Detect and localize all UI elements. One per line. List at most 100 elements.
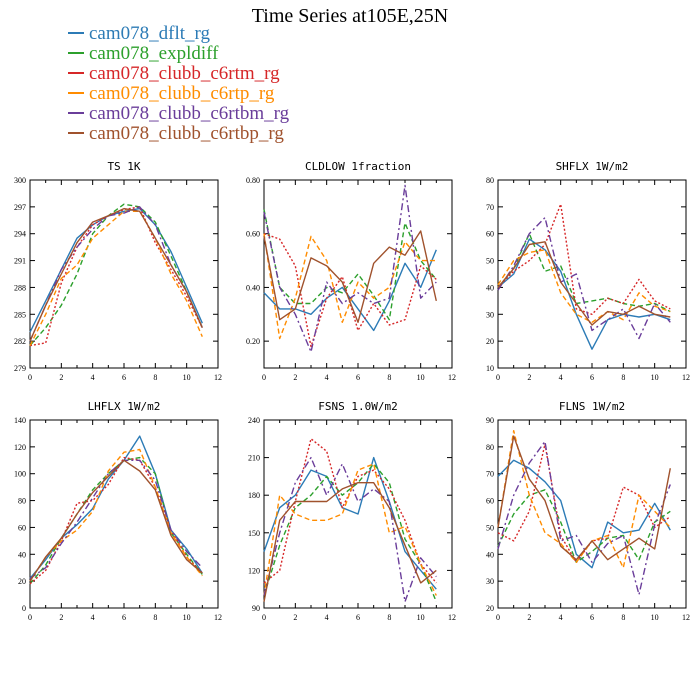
y-tick-label: 10	[486, 364, 494, 373]
panel-title: TS 1K	[107, 160, 140, 173]
series-line-cam078_clubb_c6rtbp_rg	[497, 435, 671, 561]
x-tick-label: 6	[122, 613, 126, 622]
y-tick-label: 40	[486, 283, 494, 292]
series-line-cam078_clubb_c6rtp_rg	[263, 463, 437, 596]
x-tick-label: 6	[356, 373, 360, 382]
x-tick-label: 12	[682, 613, 690, 622]
y-tick-label: 20	[486, 604, 494, 613]
series-line-cam078_clubb_c6rtbp_rg	[263, 482, 437, 602]
y-tick-label: 40	[18, 550, 26, 559]
series-line-cam078_clubb_c6rtp_rg	[29, 448, 203, 582]
series-line-cam078_clubb_c6rtm_rg	[497, 203, 671, 315]
legend-label: cam078_clubb_c6rtm_rg	[89, 63, 280, 84]
series-line-cam078_clubb_c6rtm_rg	[29, 456, 203, 585]
legend: cam078_dflt_rgcam078_expldiffcam078_club…	[68, 23, 290, 144]
x-tick-label: 0	[496, 373, 500, 382]
panel-3: SHFLX 1W/m2 0 2 4 6 8 10 12 10 20 30 40 50 60 70 80	[486, 160, 690, 382]
y-tick-label: 70	[486, 470, 494, 479]
series-line-cam078_dflt_rg	[497, 238, 671, 350]
series-line-cam078_expldiff	[263, 209, 437, 321]
panel-2: CLDLOW 1fraction 0 2 4 6 8 10 12 0.20 0.40 0.60 0.8…	[246, 160, 456, 382]
plot-frame	[497, 179, 687, 369]
x-tick-label: 4	[91, 373, 95, 382]
y-tick-label: 285	[14, 310, 26, 319]
y-tick-label: 210	[248, 454, 260, 463]
panel-5: FSNS 1.0W/m2 0 2 4 6 8 10 12 90 120 150 180 210 240	[248, 400, 456, 622]
x-tick-label: 10	[183, 613, 191, 622]
series-line-cam078_clubb_c6rtbp_rg	[29, 459, 203, 582]
y-tick-label: 300	[14, 176, 26, 185]
series-line-cam078_clubb_c6rtbp_rg	[263, 230, 437, 323]
legend-label: cam078_clubb_c6rtbm_rg	[89, 103, 290, 124]
series-line-cam078_clubb_c6rtbm_rg	[263, 184, 437, 353]
x-tick-label: 6	[590, 613, 594, 622]
series-line-cam078_dflt_rg	[29, 207, 203, 333]
series-line-cam078_clubb_c6rtp_rg	[263, 233, 437, 340]
y-tick-label: 279	[14, 364, 26, 373]
x-tick-label: 8	[387, 373, 391, 382]
series-line-cam078_clubb_c6rtbm_rg	[497, 216, 671, 340]
series-line-cam078_clubb_c6rtm_rg	[263, 438, 437, 584]
series-line-cam078_clubb_c6rtbm_rg	[263, 456, 437, 603]
y-tick-label: 80	[18, 497, 26, 506]
panel-title: LHFLX 1W/m2	[88, 400, 161, 413]
y-tick-label: 0	[22, 604, 26, 613]
y-tick-label: 120	[14, 443, 26, 452]
x-tick-label: 2	[527, 613, 531, 622]
panel-title: FLNS 1W/m2	[559, 400, 625, 413]
y-tick-label: 80	[486, 443, 494, 452]
legend-label: cam078_expldiff	[89, 43, 219, 64]
legend-label: cam078_clubb_c6rtp_rg	[89, 83, 275, 104]
series-line-cam078_clubb_c6rtp_rg	[497, 249, 671, 323]
series-line-cam078_clubb_c6rtbm_rg	[29, 459, 203, 580]
x-tick-label: 2	[293, 613, 297, 622]
x-tick-label: 12	[214, 373, 222, 382]
x-tick-label: 8	[387, 613, 391, 622]
x-tick-label: 0	[262, 373, 266, 382]
panel-6: FLNS 1W/m2 0 2 4 6 8 10 12 20 30 40 50 60 70 80 90	[486, 400, 690, 622]
series-line-cam078_dflt_rg	[263, 456, 437, 590]
y-tick-label: 0.80	[246, 176, 260, 185]
series-line-cam078_clubb_c6rtp_rg	[29, 210, 203, 346]
plot-frame	[263, 179, 453, 369]
x-tick-label: 0	[262, 613, 266, 622]
y-tick-label: 50	[486, 523, 494, 532]
y-tick-label: 30	[486, 310, 494, 319]
x-tick-label: 10	[417, 613, 425, 622]
x-tick-label: 0	[496, 613, 500, 622]
x-tick-label: 8	[153, 613, 157, 622]
series-line-cam078_clubb_c6rtm_rg	[497, 443, 671, 563]
y-tick-label: 291	[14, 257, 26, 266]
y-tick-label: 180	[248, 491, 260, 500]
x-tick-label: 2	[527, 373, 531, 382]
plot-frame	[29, 419, 219, 609]
y-tick-label: 282	[14, 337, 26, 346]
series-line-cam078_clubb_c6rtm_rg	[29, 206, 203, 347]
x-tick-label: 12	[448, 373, 456, 382]
y-tick-label: 60	[18, 523, 26, 532]
y-tick-label: 288	[14, 283, 26, 292]
legend-label: cam078_clubb_c6rtbp_rg	[89, 123, 284, 144]
x-tick-label: 8	[621, 373, 625, 382]
series-line-cam078_clubb_c6rtm_rg	[263, 233, 437, 348]
x-tick-label: 4	[559, 373, 563, 382]
x-tick-label: 10	[417, 373, 425, 382]
x-tick-label: 4	[325, 373, 329, 382]
x-tick-label: 0	[28, 613, 32, 622]
series-line-cam078_dflt_rg	[497, 459, 671, 569]
y-tick-label: 20	[486, 337, 494, 346]
panel-1: TS 1K 0 2 4 6 8 10 12 279 282 285 288 291 294 297 300	[14, 160, 222, 382]
x-tick-label: 2	[59, 613, 63, 622]
x-tick-label: 8	[153, 373, 157, 382]
x-tick-label: 12	[682, 373, 690, 382]
series-line-cam078_expldiff	[263, 463, 437, 602]
y-tick-label: 120	[248, 566, 260, 575]
y-tick-label: 100	[14, 470, 26, 479]
y-tick-label: 0.60	[246, 230, 260, 239]
x-tick-label: 0	[28, 373, 32, 382]
series-line-cam078_expldiff	[497, 489, 671, 563]
x-tick-label: 12	[214, 613, 222, 622]
figure-title: Time Series at105E,25N	[252, 5, 448, 27]
